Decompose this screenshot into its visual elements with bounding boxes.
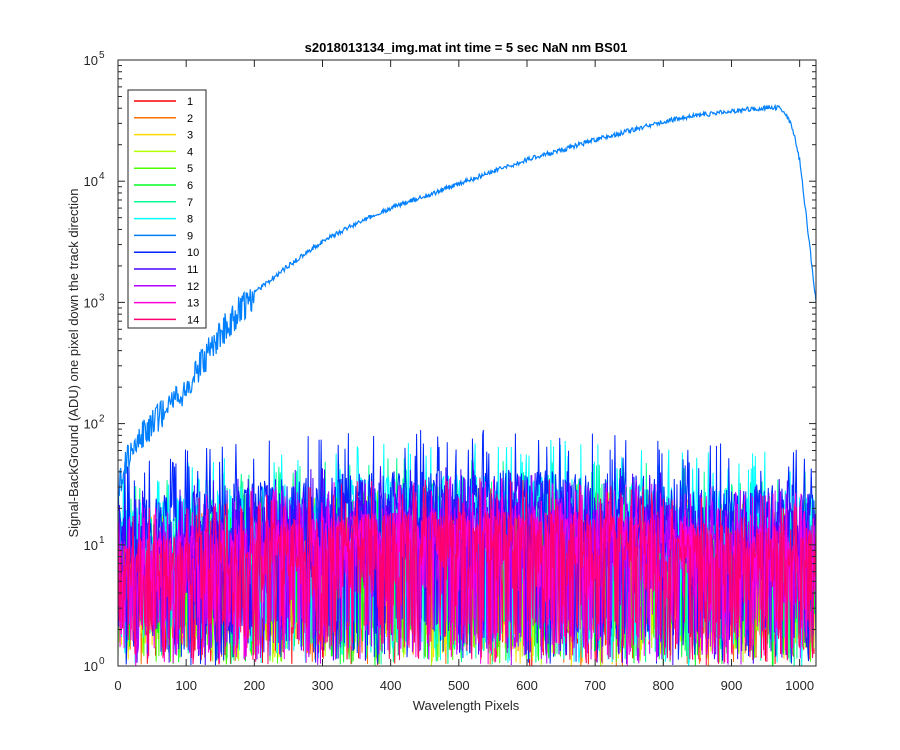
legend-label-6: 6 [187, 180, 193, 192]
legend-label-3: 3 [187, 130, 193, 142]
plot-frame [117, 59, 817, 667]
x-tick-label: 1000 [785, 678, 814, 693]
legend-label-14: 14 [187, 314, 199, 326]
legend-label-4: 4 [187, 146, 193, 158]
legend-label-1: 1 [187, 96, 193, 108]
y-tick-label-exponent: 4 [99, 171, 105, 182]
legend-label-7: 7 [187, 197, 193, 209]
y-tick-label-exponent: 3 [99, 292, 105, 303]
series-line-13 [117, 478, 817, 666]
legend-label-11: 11 [187, 264, 198, 276]
series-line-9 [117, 103, 817, 500]
legend-box [127, 89, 207, 329]
y-tick-label-exponent: 5 [99, 50, 105, 61]
legend-label-2: 2 [187, 113, 193, 125]
chart-title: s2018013134_img.mat int time = 5 sec NaN… [305, 40, 628, 55]
legend-label-9: 9 [187, 230, 193, 242]
x-tick-label: 600 [516, 678, 538, 693]
y-tick-label: 10 [84, 53, 98, 68]
y-tick-label-exponent: 2 [99, 414, 105, 425]
x-tick-label: 700 [584, 678, 606, 693]
y-tick-label: 10 [84, 538, 98, 553]
x-tick-label: 300 [312, 678, 334, 693]
legend-label-13: 13 [187, 298, 199, 310]
legend-label-12: 12 [187, 281, 199, 293]
plot-area [117, 59, 817, 667]
series-line-14 [117, 477, 817, 666]
x-tick-label: 100 [175, 678, 197, 693]
data-layer [117, 103, 817, 666]
y-tick-label-exponent: 0 [99, 656, 105, 667]
legend-label-10: 10 [187, 247, 199, 259]
x-tick-label: 900 [721, 678, 743, 693]
x-tick-label: 800 [652, 678, 674, 693]
x-axis: 0 100 200 300 400 500 600 700 800 900 1000 [114, 60, 814, 693]
y-tick-label: 10 [84, 174, 98, 189]
x-tick-label: 500 [448, 678, 470, 693]
x-tick-label: 0 [114, 678, 121, 693]
x-axis-label: Wavelength Pixels [413, 698, 520, 713]
y-axis-label: Signal-BackGround (ADU) one pixel down t… [66, 188, 81, 537]
y-tick-label: 10 [84, 295, 98, 310]
x-tick-label: 200 [243, 678, 265, 693]
legend-label-8: 8 [187, 214, 193, 226]
y-tick-label: 10 [84, 417, 98, 432]
x-tick-label: 400 [380, 678, 402, 693]
y-tick-label-exponent: 1 [99, 535, 105, 546]
legend-label-5: 5 [187, 163, 193, 175]
y-tick-label: 10 [84, 659, 98, 674]
